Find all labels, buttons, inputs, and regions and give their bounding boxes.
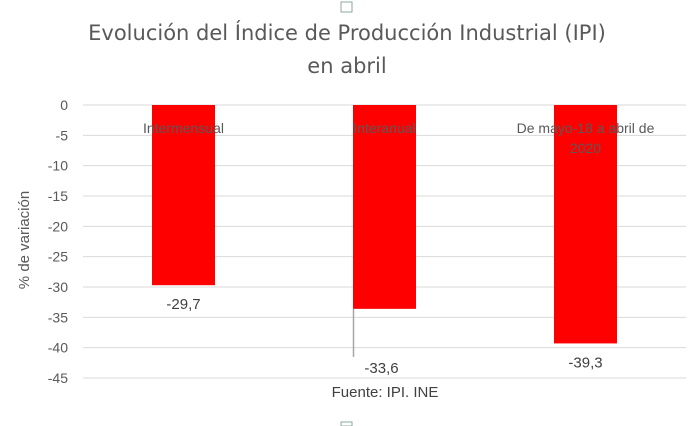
data-label: -33,6 <box>364 360 398 377</box>
y-tick-label: -10 <box>48 158 68 174</box>
category-label: Intermensual <box>143 120 224 136</box>
data-labels: -29,7 -33,6 -39,3 <box>166 296 602 377</box>
y-tick-label: 0 <box>60 97 68 113</box>
category-label: De mayo-18 a abril de <box>517 120 655 136</box>
bar[interactable] <box>353 105 416 309</box>
selection-handle-top[interactable] <box>340 1 353 13</box>
bar[interactable] <box>152 105 215 286</box>
y-tick-label: -15 <box>48 188 68 204</box>
source-note: Fuente: IPI. INE <box>332 384 439 401</box>
y-tick-label: -5 <box>56 127 69 143</box>
y-tick-label: -45 <box>48 370 68 386</box>
chart-title-line-1: Evolución del Índice de Producción Indus… <box>88 20 606 45</box>
y-tick-label: -40 <box>48 340 68 356</box>
category-label: Interanual <box>353 120 415 136</box>
y-tick-label: -35 <box>48 309 68 325</box>
y-axis-ticks: 0 -5 -10 -15 -20 -25 -30 -35 -40 -45 <box>48 97 68 386</box>
selection-handle-bottom[interactable] <box>340 421 353 426</box>
y-tick-label: -30 <box>48 279 68 295</box>
y-axis-label: % de variación <box>16 191 33 289</box>
data-label: -29,7 <box>166 296 200 313</box>
category-labels: Intermensual Interanual De mayo-18 a abril… <box>143 120 655 156</box>
y-tick-label: -25 <box>48 249 68 265</box>
category-label: 2020 <box>570 140 601 156</box>
bars <box>152 105 617 344</box>
bar[interactable] <box>554 105 617 344</box>
chart-title-line-2: en abril <box>307 54 386 78</box>
y-tick-label: -20 <box>48 218 68 234</box>
data-label: -39,3 <box>568 354 602 371</box>
